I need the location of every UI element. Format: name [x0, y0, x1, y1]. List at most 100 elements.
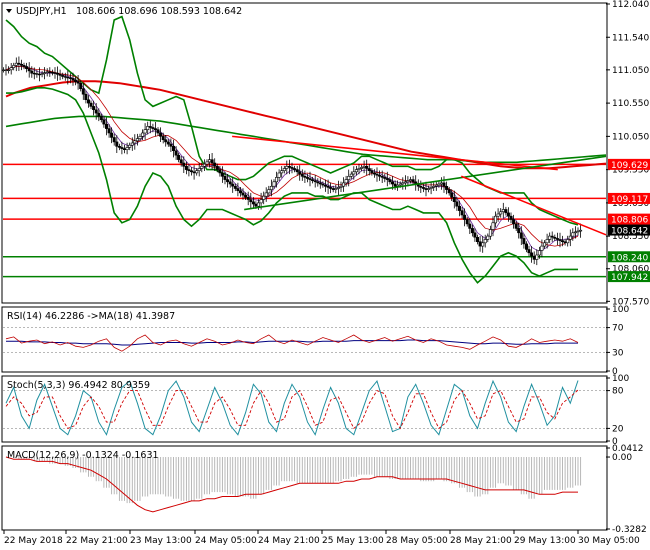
candle-body [92, 106, 96, 111]
price-plot [1, 15, 607, 284]
candle-body [174, 150, 178, 156]
candle-body [76, 81, 80, 84]
candle-body [293, 168, 297, 170]
symbol-dropdown-icon[interactable] [6, 9, 12, 13]
candle-body [542, 242, 546, 247]
level-label-box-5 [608, 271, 650, 283]
x-tick-label: 25 May 13:00 [322, 536, 384, 546]
level-label-box-3 [608, 224, 650, 236]
x-tick-label: 24 May 05:00 [195, 536, 257, 546]
candle-body [460, 210, 464, 216]
level-label-box-0 [608, 158, 650, 170]
trend-line-2 [460, 175, 607, 236]
candle-body [53, 72, 57, 74]
level-label-box-1 [608, 192, 650, 204]
candle-body [334, 188, 338, 190]
candle-body [455, 201, 459, 207]
candle-body [35, 73, 39, 75]
candle-body [295, 169, 299, 173]
candle-body [239, 190, 243, 194]
candle-body [135, 138, 139, 142]
candle-body [48, 71, 52, 73]
candle-body [427, 188, 431, 190]
price-tick-label: 112.040 [612, 0, 649, 10]
candle-body [97, 112, 101, 117]
candle-body [110, 132, 114, 138]
candle-body [509, 215, 513, 220]
candle-body [411, 179, 415, 183]
candle-body [475, 237, 479, 243]
candle-body [87, 99, 91, 104]
candle-body [517, 228, 521, 234]
candle-body [478, 241, 482, 247]
price-panel [1, 2, 608, 304]
price-tick-label: 107.570 [612, 297, 649, 307]
candle-body [125, 147, 129, 151]
candle-body [107, 128, 111, 134]
candle-body [512, 219, 516, 225]
candle-body [161, 136, 165, 140]
candle-body [256, 202, 260, 207]
candle-body [468, 223, 472, 229]
candle-body [231, 183, 235, 187]
candle-body [566, 239, 570, 244]
candle-body [25, 66, 29, 70]
rsi-plot [3, 327, 606, 353]
candle-body [249, 199, 253, 203]
candle-body [393, 183, 397, 187]
candle-body [450, 192, 454, 198]
candle-body [267, 189, 271, 194]
candle-body [37, 73, 41, 76]
candle-body [17, 62, 21, 65]
candle-body [223, 176, 227, 180]
candle-body [79, 82, 83, 89]
candle-body [573, 231, 577, 234]
candle-body [298, 171, 302, 175]
candle-body [228, 181, 232, 185]
candle-body [429, 187, 433, 189]
candle-body [308, 178, 312, 180]
stoch-tick-label: 20 [612, 424, 624, 434]
price-tick-label: 110.550 [612, 99, 649, 109]
candle-body [553, 237, 557, 239]
candle-body [151, 127, 155, 129]
candle-body [344, 179, 348, 184]
candle-body [305, 177, 309, 179]
candle-body [172, 146, 176, 152]
candle-body [419, 186, 423, 188]
macd-signal-line [5, 456, 578, 513]
candle-body [548, 235, 552, 240]
candle-body [388, 179, 392, 183]
candle-body [568, 235, 572, 240]
axes: 112.040 111.540 111.050 110.550 110.050 109.5… [3, 0, 650, 546]
candle-body [321, 183, 325, 186]
stoch-signal-line [5, 389, 579, 430]
candle-body [22, 65, 26, 67]
level-label-2: 108.806 [611, 216, 648, 226]
candle-body [303, 176, 307, 178]
candle-body [244, 194, 248, 198]
candle-body [4, 69, 8, 72]
candle-body [486, 235, 490, 240]
candle-body [179, 159, 183, 164]
candle-body [352, 171, 356, 175]
candle-body [408, 179, 412, 182]
candle-body [220, 172, 224, 177]
x-tick-label: 29 May 13:00 [514, 536, 576, 546]
candle-body [58, 74, 62, 76]
candle-body [470, 228, 474, 234]
candle-body [241, 192, 245, 196]
candle-body [274, 177, 278, 183]
candle-body [496, 213, 500, 217]
stoch-plot [3, 379, 606, 436]
candle-body [89, 102, 93, 107]
candle-body [215, 166, 219, 170]
candle-body [347, 176, 351, 180]
candle-body [190, 170, 194, 173]
candle-body [138, 136, 142, 139]
candle-body [115, 141, 119, 147]
candle-body [63, 76, 67, 78]
candle-body [156, 129, 160, 134]
candle-body [473, 232, 477, 238]
macd-tick-label: 0.00 [612, 453, 632, 463]
